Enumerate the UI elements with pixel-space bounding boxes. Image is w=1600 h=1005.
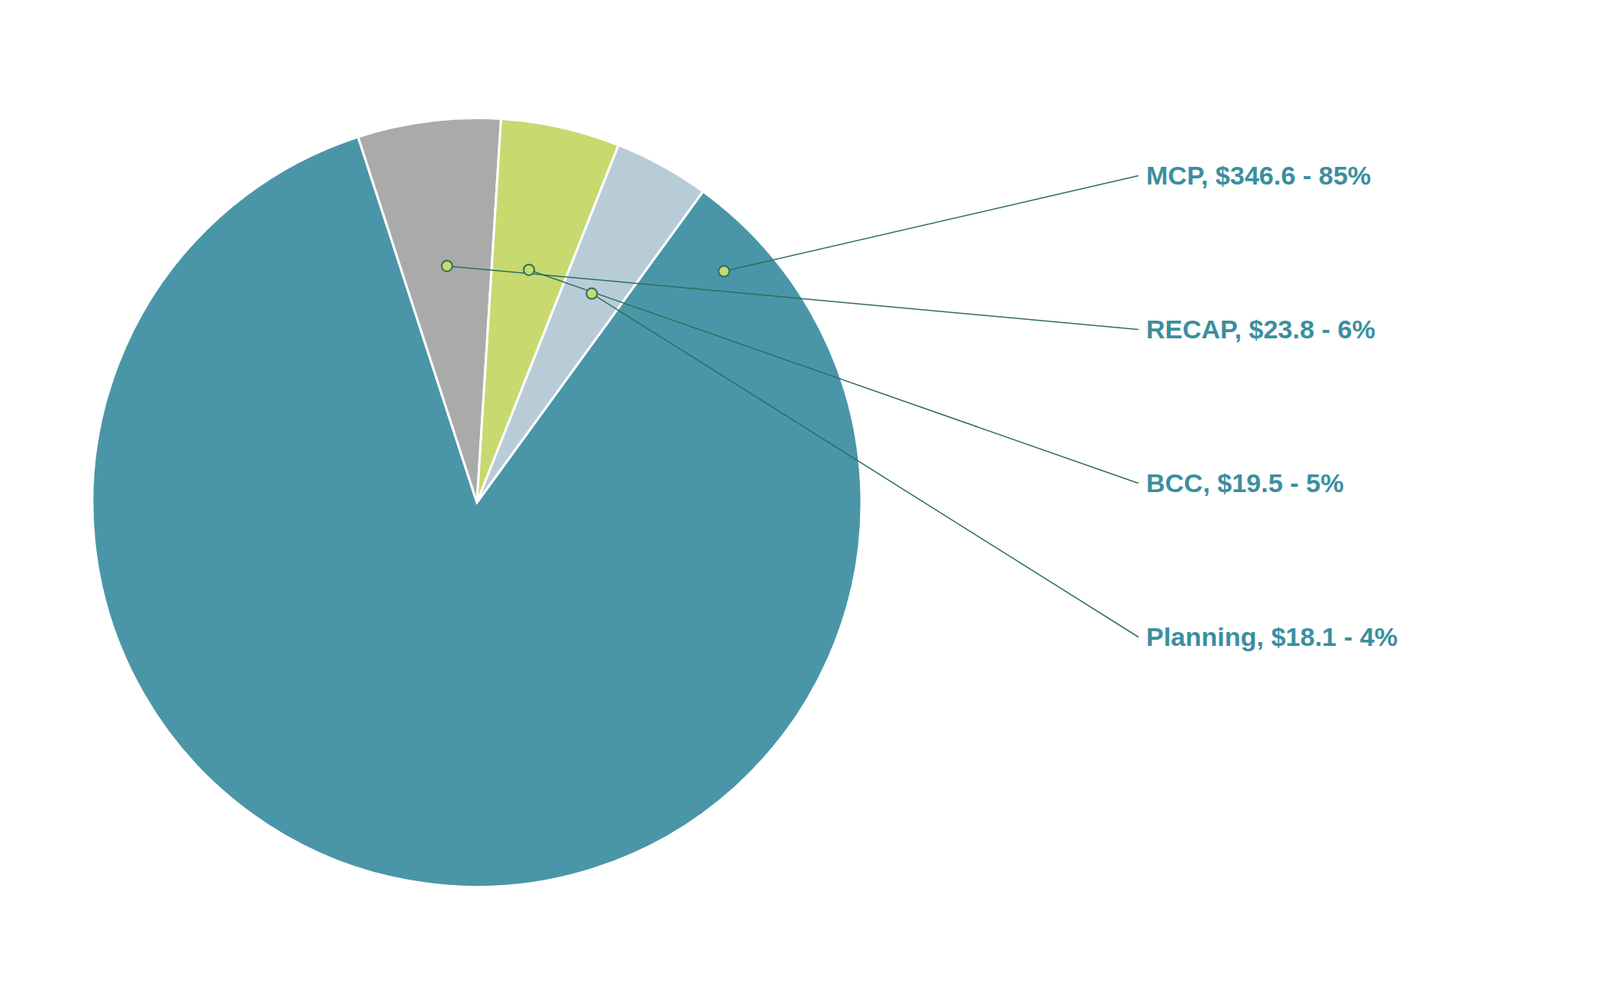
leader-line (446, 266, 1139, 330)
data-label: BCC, $19.5 - 5% (1146, 468, 1344, 498)
data-label: MCP, $346.6 - 85% (1146, 160, 1371, 190)
leader-dot (718, 266, 730, 277)
leader-dot (441, 260, 453, 272)
leader-line (723, 176, 1139, 272)
leader-dot (586, 288, 597, 300)
leader-dot (523, 264, 535, 276)
chart: MCP, $346.6 - 85% RECAP, $23.8 - 6% BCC, $… (0, 0, 1600, 1005)
leader-line (529, 270, 1139, 484)
pie-slice (476, 145, 704, 504)
data-label: RECAP, $23.8 - 6% (1146, 314, 1376, 344)
labels: MCP, $346.6 - 85% RECAP, $23.8 - 6% BCC, $… (441, 160, 1398, 652)
leader-line (591, 293, 1139, 638)
data-label: Planning, $18.1 - 4% (1146, 622, 1398, 652)
pie (92, 118, 862, 888)
